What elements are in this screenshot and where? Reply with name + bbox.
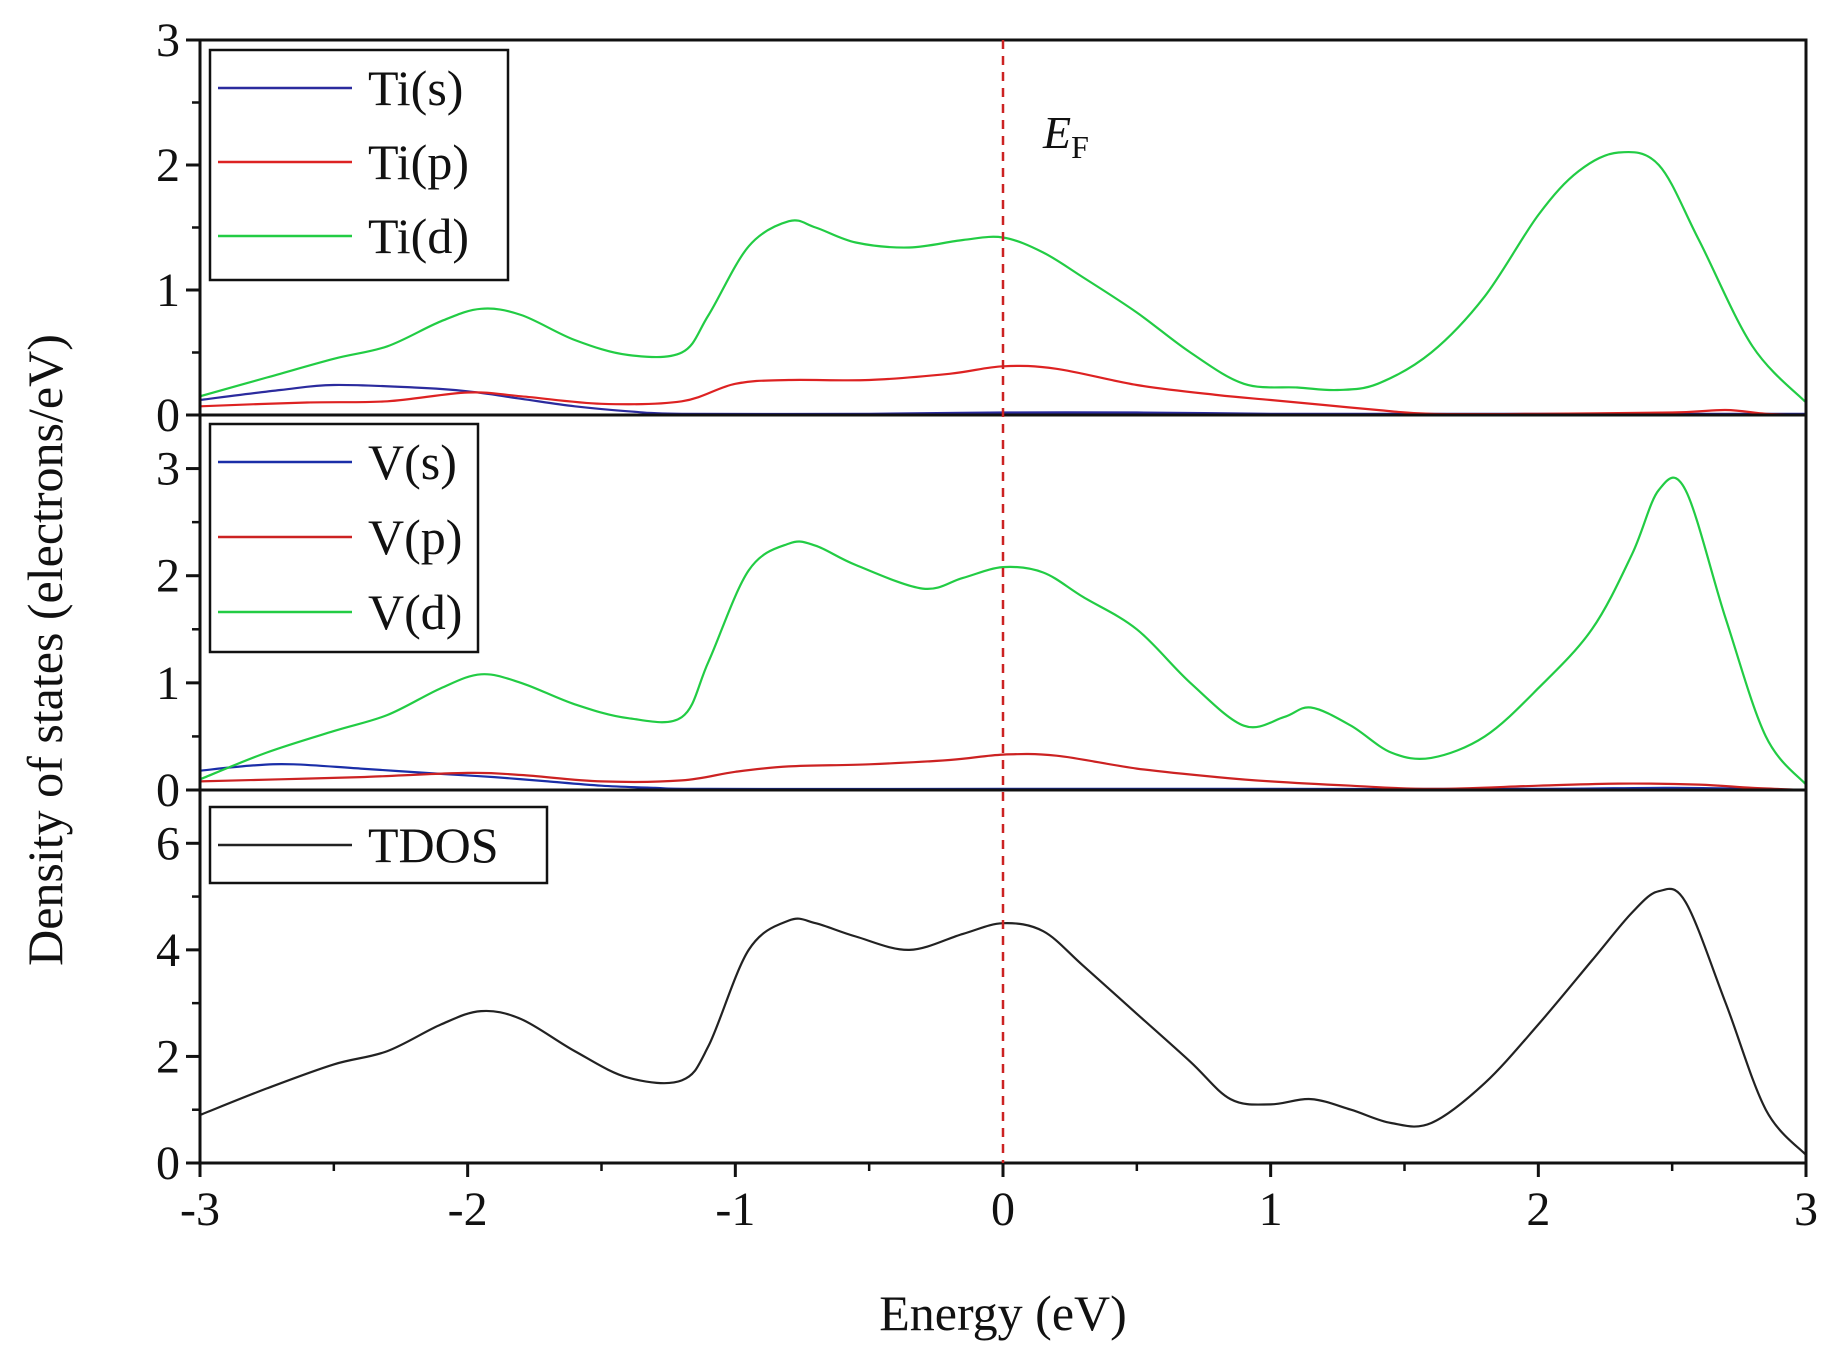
x-tick-label: 0 (991, 1183, 1015, 1236)
x-tick-label: -1 (715, 1183, 755, 1236)
y-tick-label: 1 (156, 657, 180, 710)
panel-ti: 0 1 2 3 Ti(s) Ti(p) Ti(d) (156, 14, 1806, 442)
legend-total: TDOS (210, 807, 547, 883)
y-tick-label: 6 (156, 817, 180, 870)
panel-v: 0 1 2 3 V(s) V(p) V(d) (156, 415, 1806, 817)
y-tick-label: 2 (156, 550, 180, 603)
y-tick-label: 2 (156, 139, 180, 192)
panel-total: 0 2 4 6 TDOS (156, 790, 1806, 1190)
y-tick-label: 3 (156, 14, 180, 67)
y-tick-label: 0 (156, 764, 180, 817)
x-tick-label: 3 (1794, 1183, 1818, 1236)
legend-ti: Ti(s) Ti(p) Ti(d) (210, 50, 508, 280)
series-line-ti-p (200, 366, 1806, 415)
legend-label: Ti(p) (368, 134, 469, 190)
fermi-level-label: EF (1042, 107, 1089, 165)
x-tick-label: 2 (1526, 1183, 1550, 1236)
x-tick-label: -2 (448, 1183, 488, 1236)
fermi-level-label-subscript: F (1071, 129, 1089, 165)
y-tick-label: 1 (156, 264, 180, 317)
y-tick-label: 2 (156, 1030, 180, 1083)
fermi-level-label-main: E (1042, 107, 1071, 158)
y-tick-label: 0 (156, 1137, 180, 1190)
dos-figure: 0 1 2 3 Ti(s) Ti(p) Ti(d) 0 1 2 3 V(s) V(p) V(d) 0 2 4 6 T… (0, 0, 1827, 1360)
legend-label: Ti(s) (368, 60, 463, 116)
x-tick-label: 1 (1259, 1183, 1283, 1236)
y-tick-label: 0 (156, 389, 180, 442)
y-tick-label: 4 (156, 924, 180, 977)
legend-label: V(p) (368, 509, 462, 565)
legend-label: V(d) (368, 584, 462, 640)
x-tick-label: -3 (180, 1183, 220, 1236)
legend-v: V(s) V(p) V(d) (210, 424, 478, 652)
y-axis-title: Density of states (electrons/eV) (17, 334, 73, 966)
legend-label: Ti(d) (368, 208, 469, 264)
x-axis-title: Energy (eV) (879, 1285, 1127, 1341)
legend-label: V(s) (368, 434, 457, 490)
y-tick-label: 3 (156, 443, 180, 496)
plot-root: 0 1 2 3 Ti(s) Ti(p) Ti(d) 0 1 2 3 V(s) V(p) V(d) 0 2 4 6 T… (156, 14, 1818, 1236)
legend-label: TDOS (368, 817, 499, 873)
